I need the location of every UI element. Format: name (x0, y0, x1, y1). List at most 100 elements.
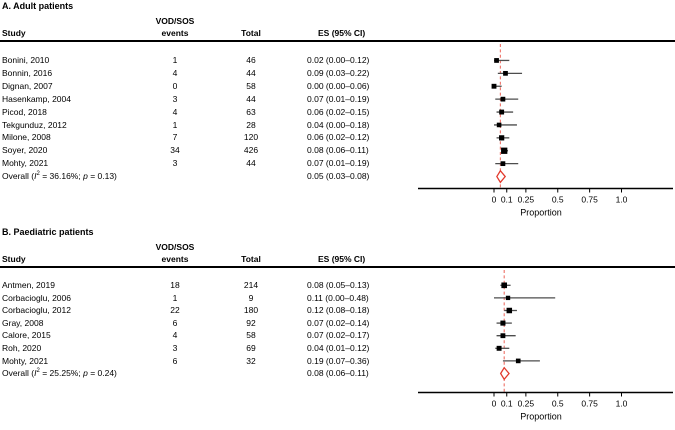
es-square (491, 83, 497, 89)
col-header-total-a: Total (241, 28, 261, 38)
total-cell: 44 (246, 158, 256, 169)
x-tick-label: 0.75 (581, 195, 598, 205)
es-square (494, 58, 499, 63)
es-square (515, 358, 521, 364)
es-cell: 0.09 (0.03–0.22) (307, 67, 370, 78)
es-cell: 0.00 (0.00–0.06) (307, 80, 370, 91)
header-rule-b (0, 266, 675, 268)
table-row: Mohty, 2021 6 32 0.19 (0.07–0.36) (0, 355, 675, 368)
table-row: Gray, 2008 6 92 0.07 (0.02–0.14) (0, 317, 675, 330)
es-square (496, 345, 502, 351)
x-tick-label: 1.0 (616, 399, 628, 409)
events-cell: 6 (172, 317, 178, 328)
total-cell: 32 (246, 355, 256, 366)
es-cell: 0.07 (0.01–0.19) (307, 93, 370, 104)
study-cell: Soyer, 2020 (2, 145, 48, 156)
events-cell: 6 (172, 355, 178, 366)
table-row: Corbacioglu, 2012 22 180 0.12 (0.08–0.18) (0, 304, 675, 317)
table-row: Mohty, 2021 3 44 0.07 (0.01–0.19) (0, 157, 675, 170)
overall-label: Overall (I2 = 25.25%; p = 0.24) (2, 368, 117, 379)
es-square (500, 320, 506, 326)
x-tick-label: 0.25 (518, 399, 535, 409)
x-axis-label: Proportion (520, 412, 562, 422)
study-cell: Milone, 2008 (2, 132, 51, 143)
total-cell: 63 (246, 106, 256, 117)
col-header-events-line1-a: VOD/SOS (155, 16, 195, 26)
x-tick-label: 0 (492, 399, 497, 409)
es-square (499, 109, 505, 115)
es-cell: 0.06 (0.02–0.12) (307, 132, 370, 143)
panel-a-title: A. Adult patients (2, 1, 74, 11)
col-header-total-b: Total (241, 254, 261, 264)
es-cell: 0.08 (0.06–0.11) (307, 145, 369, 156)
overall-es-cell: 0.05 (0.03–0.08) (307, 171, 370, 182)
study-cell: Roh, 2020 (2, 343, 42, 353)
study-cell: Mohty, 2021 (2, 355, 49, 366)
overall-diamond (499, 366, 510, 381)
study-cell: Bonnin, 2016 (2, 67, 53, 78)
total-cell: 28 (246, 119, 256, 130)
x-tick-label: 1.0 (616, 195, 628, 205)
table-row: Bonnin, 2016 4 44 0.09 (0.03–0.22) (0, 67, 675, 80)
col-header-study-a: Study (2, 28, 26, 38)
es-square (505, 295, 511, 301)
es-square (506, 307, 513, 314)
events-cell: 3 (172, 93, 178, 104)
study-cell: Calore, 2015 (2, 330, 51, 341)
table-row: Corbacioglu, 2006 1 9 0.11 (0.00–0.48) (0, 292, 675, 305)
x-tick-label: 0.5 (552, 399, 564, 409)
table-row: Roh, 2020 3 69 0.04 (0.01–0.12) (0, 342, 675, 355)
study-cell: Dignan, 2007 (2, 80, 53, 91)
es-square (500, 333, 506, 339)
study-cell: Tekgunduz, 2012 (2, 119, 67, 130)
events-cell: 1 (172, 292, 178, 303)
es-square (496, 122, 502, 128)
x-tick-label: 0.75 (581, 399, 598, 409)
col-header-events-line1-b: VOD/SOS (155, 242, 195, 252)
x-axis-label: Proportion (520, 208, 562, 218)
table-row: Picod, 2018 4 63 0.06 (0.02–0.15) (0, 106, 675, 119)
total-cell: 214 (243, 280, 259, 290)
events-cell: 4 (172, 106, 178, 117)
es-cell: 0.07 (0.02–0.17) (307, 330, 370, 341)
total-cell: 58 (246, 330, 256, 341)
panel-b-title: B. Paediatric patients (2, 227, 94, 237)
es-cell: 0.07 (0.02–0.14) (307, 317, 370, 328)
events-cell: 4 (172, 67, 178, 78)
table-row: Dignan, 2007 0 58 0.00 (0.00–0.06) (0, 80, 675, 93)
total-cell: 120 (243, 132, 259, 143)
es-cell: 0.04 (0.01–0.12) (307, 343, 370, 353)
es-cell: 0.04 (0.00–0.18) (307, 119, 370, 130)
study-cell: Corbacioglu, 2012 (2, 305, 71, 316)
es-square (501, 147, 508, 154)
x-tick-label: 0.5 (552, 195, 564, 205)
study-cell: Hasenkamp, 2004 (2, 93, 71, 104)
es-cell: 0.06 (0.02–0.15) (307, 106, 370, 117)
events-cell: 1 (172, 55, 178, 65)
total-cell: 58 (246, 80, 256, 91)
forest-plot-b: 0 0.1 0.25 0.5 0.75 1.0 Proportion (418, 270, 673, 422)
events-cell: 1 (172, 119, 178, 130)
table-row: Bonini, 2010 1 46 0.02 (0.00–0.12) (0, 54, 675, 67)
col-header-study-b: Study (2, 254, 26, 264)
es-square (503, 70, 508, 76)
study-cell: Antmen, 2019 (2, 280, 55, 290)
es-square (499, 135, 505, 141)
col-header-es-b: ES (95% CI) (318, 254, 366, 264)
events-cell: 18 (170, 280, 180, 290)
es-square (500, 161, 506, 167)
es-square (501, 282, 508, 289)
study-cell: Picod, 2018 (2, 106, 47, 117)
table-row: Tekgunduz, 2012 1 28 0.04 (0.00–0.18) (0, 119, 675, 132)
events-cell: 22 (170, 305, 180, 316)
events-cell: 3 (172, 158, 178, 169)
table-row: Soyer, 2020 34 426 0.08 (0.06–0.11) (0, 144, 675, 157)
x-tick-label: 0.1 (501, 399, 513, 409)
overall-row: Overall (I2 = 36.16%; p = 0.13) 0.05 (0.0… (0, 170, 675, 183)
study-cell: Corbacioglu, 2006 (2, 292, 71, 303)
x-tick-label: 0.25 (518, 195, 535, 205)
es-cell: 0.11 (0.00–0.48) (307, 292, 369, 303)
total-cell: 44 (246, 93, 256, 104)
overall-row: Overall (I2 = 25.25%; p = 0.24) 0.08 (0.0… (0, 367, 675, 380)
